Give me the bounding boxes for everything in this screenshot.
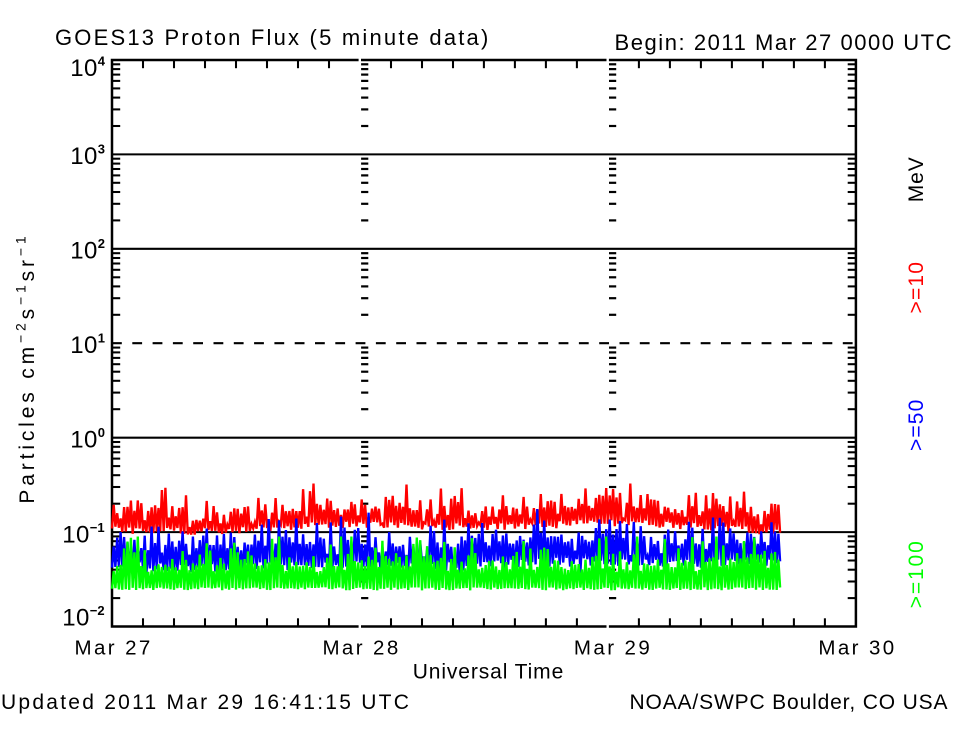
svg-text:Mar 28: Mar 28 — [322, 637, 400, 660]
svg-text:GOES13 Proton Flux (5 minute d: GOES13 Proton Flux (5 minute data) — [55, 25, 491, 50]
svg-text:Begin: 2011 Mar 27 0000 UTC: Begin: 2011 Mar 27 0000 UTC — [615, 30, 954, 55]
svg-text:Particles cm−2s−1sr−1: Particles cm−2s−1sr−1 — [13, 232, 40, 503]
svg-text:Mar 29: Mar 29 — [574, 637, 652, 660]
svg-text:Universal Time: Universal Time — [413, 661, 564, 684]
svg-text:>=100: >=100 — [905, 539, 928, 608]
svg-text:Mar 27: Mar 27 — [75, 637, 153, 660]
svg-text:NOAA/SWPC Boulder, CO USA: NOAA/SWPC Boulder, CO USA — [630, 691, 949, 714]
svg-text:102: 102 — [70, 236, 105, 265]
svg-text:Mar 30: Mar 30 — [818, 637, 896, 660]
svg-text:Updated 2011 Mar 29 16:41:15 U: Updated 2011 Mar 29 16:41:15 UTC — [1, 691, 411, 714]
svg-text:>=10: >=10 — [905, 261, 928, 314]
svg-text:MeV: MeV — [905, 156, 928, 202]
svg-text:>=50: >=50 — [905, 399, 928, 451]
